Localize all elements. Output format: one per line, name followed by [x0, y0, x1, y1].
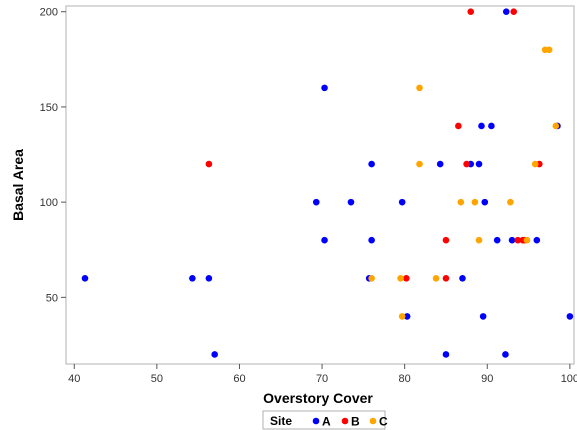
y-axis-title: Basal Area: [10, 149, 26, 221]
scatter-point-site-a: [566, 313, 574, 320]
scatter-point-site-b: [442, 236, 450, 244]
x-tick-label: 70: [316, 373, 328, 385]
scatter-point-site-c: [475, 236, 483, 244]
scatter-point-site-a: [368, 236, 375, 244]
legend-frame: [262, 410, 386, 430]
scatter-point-site-a: [312, 198, 320, 206]
scatter-point-site-c: [531, 160, 539, 168]
scatter-point-site-c: [471, 198, 479, 206]
scatter-point-site-a: [533, 236, 541, 244]
scatter-point-site-a: [481, 198, 489, 206]
scatter-point-site-c: [523, 236, 531, 244]
scatter-point-site-a: [493, 236, 501, 244]
plot-frame: [65, 5, 575, 365]
scatter-point-site-a: [442, 351, 450, 358]
y-tick-label: 200: [40, 7, 58, 19]
scatter-point-site-b: [510, 8, 518, 16]
x-tick-label: 40: [68, 373, 80, 385]
scatter-point-site-b: [455, 122, 462, 130]
scatter-point-site-c: [416, 84, 423, 92]
scatter-point-site-a: [205, 275, 213, 282]
scatter-point-site-b: [403, 275, 410, 282]
scatter-point-site-a: [502, 8, 510, 16]
scatter-point-site-c: [397, 275, 404, 282]
scatter-point-site-b: [467, 8, 475, 16]
scatter-point-site-c: [368, 275, 375, 282]
data-points: [81, 8, 574, 358]
legend-marker-a: [312, 417, 320, 425]
scatter-point-site-c: [552, 122, 560, 130]
scatter-point-site-a: [368, 160, 375, 168]
scatter-point-site-c: [416, 160, 423, 168]
legend-marker-b: [341, 417, 349, 425]
scatter-point-site-c: [398, 313, 406, 320]
scatter-point-site-a: [488, 122, 495, 130]
scatter-point-site-a: [403, 313, 411, 320]
scatter-point-site-c: [507, 198, 514, 206]
y-tick-label: 50: [46, 292, 58, 304]
legend-marker-c: [369, 417, 377, 425]
legend-items: A B C: [312, 415, 388, 429]
scatter-point-site-a: [321, 84, 328, 92]
x-tick-label: 50: [151, 373, 163, 385]
scatter-point-site-a: [459, 275, 466, 282]
scatter-point-site-a: [478, 122, 485, 130]
scatter-point-site-c: [457, 198, 465, 206]
x-tick-label: 80: [399, 373, 411, 385]
scatter-point-site-b: [205, 160, 213, 168]
scatter-point-site-a: [398, 198, 406, 206]
legend-label-a: A: [322, 415, 331, 429]
x-tick-label: 90: [481, 373, 493, 385]
scatter-point-site-a: [436, 160, 444, 168]
legend-label-c: C: [379, 415, 388, 429]
legend: Site A B C: [262, 410, 388, 430]
scatter-point-site-a: [321, 236, 328, 244]
scatter-point-site-a: [502, 351, 509, 358]
x-tick-label: 60: [233, 373, 245, 385]
legend-title: Site: [270, 414, 292, 428]
scatter-point-site-a: [508, 236, 516, 244]
scatter-point-site-a: [211, 351, 218, 358]
scatter-point-site-a: [81, 275, 89, 282]
legend-label-b: B: [351, 415, 360, 429]
scatter-point-site-a: [475, 160, 483, 168]
scatter-point-site-a: [189, 275, 196, 282]
scatter-point-site-b: [463, 160, 470, 168]
scatter-point-site-b: [442, 275, 450, 282]
y-axis-ticks: 50 100 150 200: [40, 7, 66, 304]
scatter-point-site-a: [479, 313, 487, 320]
x-axis-ticks: 40 50 60 70 80 90 100: [68, 364, 577, 385]
x-tick-label: 100: [561, 373, 577, 385]
scatter-point-site-b: [514, 236, 522, 244]
y-tick-label: 100: [40, 197, 58, 209]
x-axis-title: Overstory Cover: [263, 390, 373, 406]
scatter-point-site-a: [347, 198, 355, 206]
y-tick-label: 150: [40, 102, 58, 114]
scatter-point-site-c: [545, 46, 553, 54]
scatter-point-site-c: [432, 275, 440, 282]
